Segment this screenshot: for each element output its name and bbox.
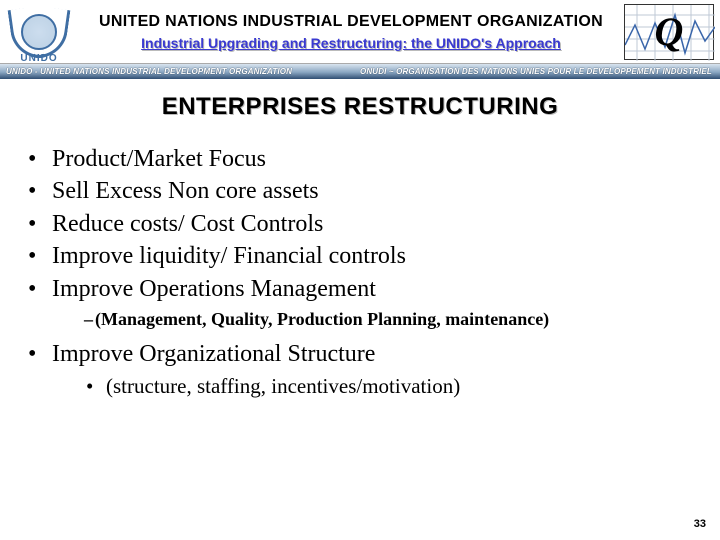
org-name-bar: UNIDO - UNITED NATIONS INDUSTRIAL DEVELO…: [0, 64, 720, 79]
bullet-item: Improve Operations Management: [28, 273, 720, 305]
slide-body: ENTERPRISES RESTRUCTURING Product/Market…: [0, 79, 720, 399]
bullet-list-2: Improve Organizational Structure: [28, 338, 720, 370]
org-title: UNITED NATIONS INDUSTRIAL DEVELOPMENT OR…: [99, 13, 603, 31]
bullet-item: Sell Excess Non core assets: [28, 175, 720, 207]
unido-logo: UNIDO: [0, 0, 78, 64]
slide-title: ENTERPRISES RESTRUCTURING: [0, 93, 720, 121]
bullet-item: Improve Organizational Structure: [28, 338, 720, 370]
bullet-list: Product/Market Focus Sell Excess Non cor…: [28, 143, 720, 305]
header-center: UNITED NATIONS INDUSTRIAL DEVELOPMENT OR…: [78, 13, 624, 51]
org-name-fr: ONUDI ~ ORGANISATION DES NATIONS UNIES P…: [360, 67, 714, 76]
q-badge: Q: [624, 4, 714, 60]
page-number: 33: [694, 518, 706, 530]
bullet-item: Reduce costs/ Cost Controls: [28, 208, 720, 240]
org-name-en: UNIDO - UNITED NATIONS INDUSTRIAL DEVELO…: [6, 67, 360, 76]
bullet-item: Product/Market Focus: [28, 143, 720, 175]
q-letter: Q: [655, 8, 684, 55]
sub-note: (Management, Quality, Production Plannin…: [84, 309, 720, 330]
unido-emblem-icon: UNIDO: [9, 2, 69, 62]
bullet-item: Improve liquidity/ Financial controls: [28, 240, 720, 272]
sub-bullet-item: (structure, staffing, incentives/motivat…: [86, 374, 720, 399]
unido-logo-text: UNIDO: [9, 53, 69, 64]
slide-header: UNIDO UNITED NATIONS INDUSTRIAL DEVELOPM…: [0, 0, 720, 64]
slide-subtitle: Industrial Upgrading and Restructuring: …: [141, 35, 561, 51]
sub-bullet-list: (structure, staffing, incentives/motivat…: [86, 374, 720, 399]
